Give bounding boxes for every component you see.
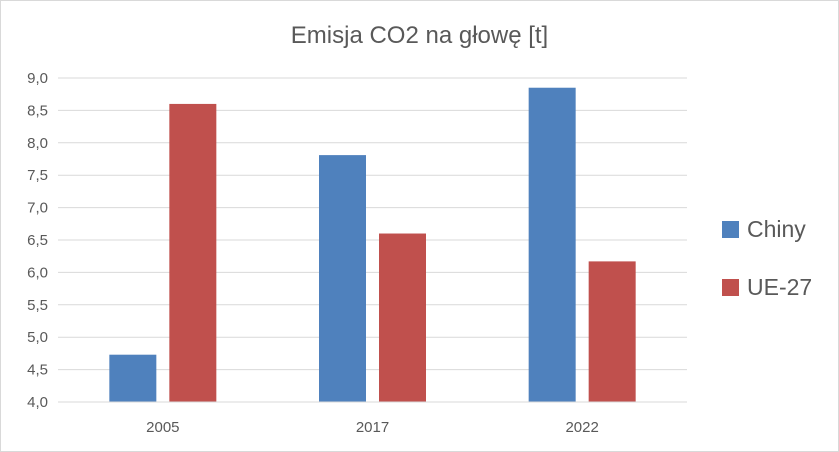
bar-ue-27-2022 — [588, 261, 636, 402]
y-tick-label: 6,0 — [27, 264, 48, 281]
y-tick-label: 7,5 — [27, 167, 48, 184]
y-tick-label: 4,0 — [27, 394, 48, 411]
legend-item-chiny: Chiny — [722, 215, 812, 243]
x-tick-label: 2017 — [356, 419, 389, 436]
x-tick-label: 2022 — [565, 419, 598, 436]
bar-ue-27-2017 — [379, 233, 426, 402]
y-tick-label: 4,5 — [27, 362, 48, 379]
y-tick-label: 5,5 — [27, 297, 48, 314]
bar-ue-27-2005 — [169, 103, 217, 403]
legend-label-chiny: Chiny — [747, 215, 806, 242]
legend-label-ue-27: UE-27 — [747, 273, 813, 300]
y-tick-label: 9,0 — [27, 70, 48, 87]
y-tick-label: 7,0 — [27, 200, 48, 217]
bar-chiny-2005 — [109, 354, 157, 402]
bar-chiny-2017 — [319, 155, 366, 402]
y-tick-label: 8,0 — [27, 135, 48, 152]
bar-chiny-2022 — [528, 87, 576, 402]
legend: Chiny UE-27 — [722, 215, 812, 331]
legend-swatch-ue-27 — [722, 278, 739, 296]
x-tick-label: 2005 — [146, 419, 179, 436]
chart-title: Emisja CO2 na głowę [t] — [290, 22, 549, 49]
y-tick-label: 5,0 — [27, 329, 48, 346]
y-tick-label: 8,5 — [27, 102, 48, 119]
y-tick-label: 6,5 — [27, 232, 48, 249]
legend-item-ue-27: UE-27 — [722, 273, 812, 301]
legend-swatch-chiny — [722, 220, 739, 238]
